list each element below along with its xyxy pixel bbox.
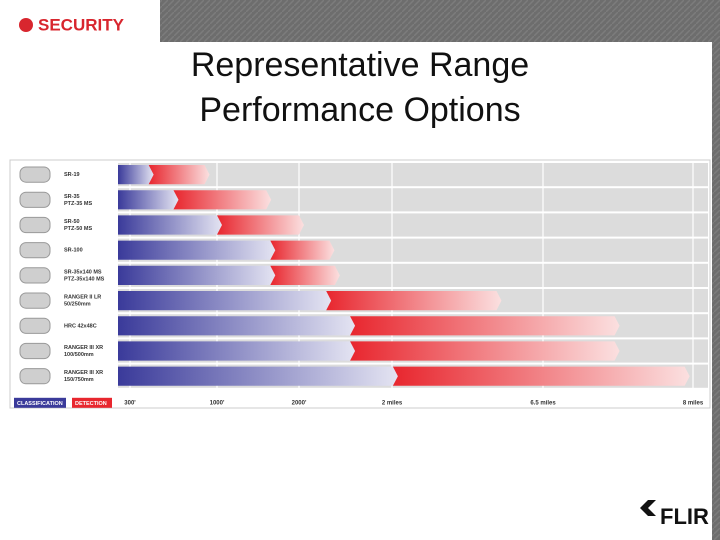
brand: FLIR	[660, 504, 709, 529]
logo-icon	[19, 18, 33, 32]
category-label: SR-19	[64, 172, 80, 178]
title-line: Performance Options	[199, 91, 520, 129]
range-bar	[118, 265, 276, 285]
product-icon	[19, 166, 51, 183]
range-bar	[118, 240, 276, 260]
range-bar	[350, 316, 620, 336]
product-icon	[19, 267, 51, 284]
range-bar	[217, 215, 304, 235]
range-bar	[118, 291, 332, 311]
category-label: 50/250mm	[64, 302, 91, 308]
range-bar	[118, 165, 154, 185]
product-icon	[19, 216, 51, 234]
product-icon	[19, 368, 51, 385]
legend-swatch	[72, 397, 112, 408]
category-label: RANGER III XR	[64, 345, 103, 351]
x-tick-label: 1000'	[210, 400, 225, 406]
category-label: RANGER III XR	[64, 370, 103, 376]
product-icon	[19, 292, 51, 309]
range-bar	[118, 190, 179, 210]
row-band	[118, 163, 708, 187]
category-label: SR-35	[64, 194, 80, 200]
range-bar	[270, 240, 335, 260]
range-bar	[118, 341, 356, 361]
category-label: PTZ-35 MS	[64, 201, 92, 207]
category-label: SR-35x140 MS	[64, 269, 102, 275]
range-bar	[118, 316, 356, 336]
x-tick-label: 2000'	[292, 400, 307, 406]
range-bar	[173, 190, 272, 210]
product-icon	[19, 342, 51, 360]
product-icon	[19, 242, 51, 259]
x-tick-label: 300'	[124, 400, 136, 406]
range-bar	[148, 165, 210, 185]
title-line: Representative Range	[191, 46, 529, 84]
range-bar	[118, 215, 222, 235]
category-label: RANGER II LR	[64, 295, 101, 301]
range-bar	[326, 291, 502, 311]
legend-label: DETECTION	[75, 401, 107, 407]
category-label: SR-100	[64, 248, 83, 254]
x-tick-label: 8 miles	[683, 400, 704, 406]
legend-label: CLASSIFICATION	[17, 401, 63, 407]
brand-icon	[640, 500, 656, 516]
range-bar	[270, 265, 340, 285]
range-bar	[118, 366, 398, 386]
product-icon	[19, 317, 51, 334]
category-label: PTZ-50 MS	[64, 226, 92, 232]
range-bar	[392, 366, 690, 386]
category-label: SR-50	[64, 219, 80, 225]
category-label: PTZ-35x140 MS	[64, 276, 105, 282]
x-tick-label: 6.5 miles	[530, 400, 556, 406]
x-tick-label: 2 miles	[382, 400, 403, 406]
category-label: HRC 42x48C	[64, 323, 97, 329]
product-icon	[19, 191, 51, 208]
logo: SECURITY	[38, 15, 125, 34]
category-label: 150/750mm	[64, 377, 94, 383]
category-label: 100/500mm	[64, 352, 94, 358]
legend-swatch	[14, 397, 66, 408]
range-bar	[350, 341, 620, 361]
